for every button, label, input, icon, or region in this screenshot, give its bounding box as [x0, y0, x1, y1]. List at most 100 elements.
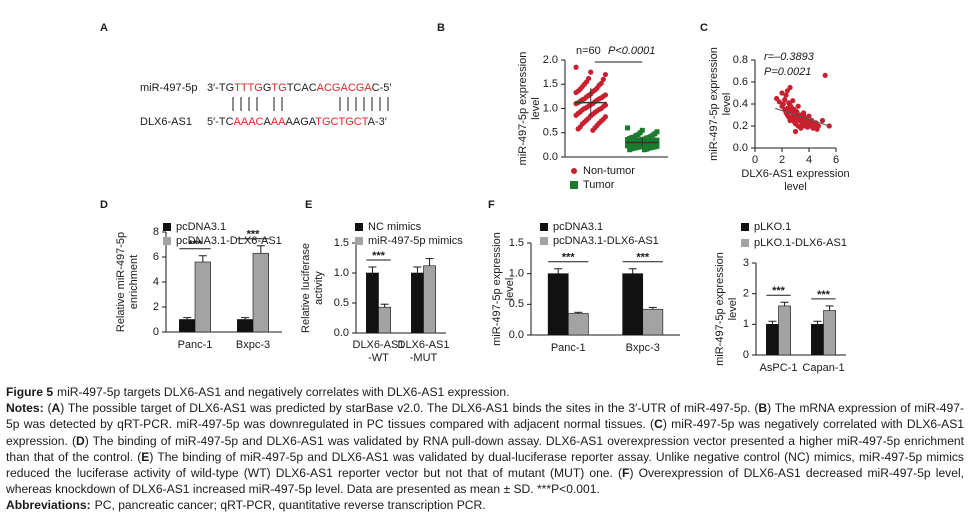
figure-label: Figure 5	[6, 385, 54, 399]
sequence-label: miR-497-5p	[140, 82, 197, 94]
data-point	[573, 101, 579, 107]
y-tick-label: 6	[153, 251, 159, 263]
note-run: Notes:	[6, 401, 44, 416]
y-axis-label: activity	[313, 271, 325, 305]
data-point	[815, 123, 822, 129]
sequence-segment: A-3′	[368, 116, 387, 128]
data-point	[625, 125, 631, 131]
y-tick-label: 0.5	[543, 127, 558, 139]
data-point	[641, 147, 647, 153]
significance-label: ***	[247, 229, 261, 241]
y-axis-label: miR-497-5p expression	[714, 252, 726, 366]
bar	[179, 319, 196, 333]
data-point	[573, 64, 579, 70]
x-tick-label: 6	[833, 154, 839, 166]
legend-marker	[571, 168, 577, 174]
bar	[194, 261, 211, 333]
data-point	[782, 97, 788, 103]
data-point	[600, 76, 606, 82]
y-tick-label: 3	[743, 257, 749, 269]
x-tick-label: DLX6-AS1	[398, 339, 450, 351]
x-tick-label: AsPC-1	[760, 362, 798, 374]
legend-marker	[163, 237, 171, 245]
legend-marker	[540, 237, 548, 245]
sequence-segment: A	[263, 116, 271, 128]
bar	[567, 313, 589, 336]
significance-label: ***	[772, 285, 786, 297]
y-tick-label: 0.2	[733, 120, 748, 132]
legend-label: pcDNA3.1-DLX6-AS1	[176, 235, 282, 247]
note-run: B	[758, 401, 768, 416]
panel-letter: B	[437, 22, 445, 34]
y-tick-label: 0.0	[733, 142, 748, 154]
significance-label: ***	[372, 250, 386, 262]
panel-letter: E	[305, 199, 312, 211]
y-tick-label: 0	[743, 349, 749, 361]
data-point	[819, 117, 826, 124]
data-point	[625, 137, 631, 143]
data-point	[776, 99, 782, 105]
panel-letter: A	[100, 22, 108, 34]
caption-title-line: Figure 5 miR-497-5p targets DLX6-AS1 and …	[6, 384, 964, 400]
abbreviations: Abbreviations: PC, pancreatic cancer; qRT…	[6, 497, 964, 513]
y-tick-label: 8	[153, 226, 159, 238]
y-tick-label: 0	[153, 326, 159, 338]
sequence-segment: TG	[271, 82, 286, 94]
y-tick-label: 1	[743, 318, 749, 330]
note-run: F	[622, 466, 630, 481]
y-axis-label: level	[504, 278, 516, 301]
note-run: ) The possible target of DLX6-AS1 was pr…	[60, 401, 759, 416]
y-axis-label: miR-497-5p expression	[517, 52, 529, 166]
notes: Notes: (A) The possible target of DLX6-A…	[6, 400, 964, 497]
x-tick-label: 0	[752, 154, 758, 166]
sequence-segment: G	[263, 82, 272, 94]
significance-label: ***	[636, 252, 650, 264]
sequence: 5′-TCAAACAAAAAGATGCTGCTA-3′	[207, 116, 387, 128]
fit-line	[775, 107, 830, 127]
significance-label: ***	[189, 239, 203, 251]
legend-marker	[163, 223, 171, 231]
y-tick-label: 0.5	[509, 298, 524, 310]
x-tick-label: Panc-1	[178, 339, 213, 351]
note-run: ) miR-497-5p was negatively correlated w…	[6, 417, 964, 448]
data-point	[787, 84, 793, 91]
x-tick-label: Bxpc-3	[236, 339, 270, 351]
alignment-pairs	[232, 97, 389, 111]
sequence-segment: AAGA	[286, 116, 317, 128]
note-run: (	[43, 401, 52, 416]
bar	[622, 273, 644, 336]
legend-marker	[570, 181, 578, 189]
data-point	[625, 143, 631, 149]
y-tick-label: 0.8	[733, 54, 748, 66]
annotation: n=60	[576, 45, 601, 57]
legend-label: Tumor	[583, 179, 615, 191]
data-point	[588, 69, 594, 75]
data-point	[779, 90, 785, 96]
sequence: 3′-TGTTTGGTGTCACACGACGAC-5′	[207, 82, 391, 94]
data-point	[806, 113, 812, 119]
y-axis-label: miR-497-5p expression	[491, 232, 503, 346]
note-run: E	[141, 449, 150, 464]
data-point	[795, 103, 801, 109]
y-tick-label: 1.5	[334, 237, 349, 249]
x-tick-label: Bxpc-3	[626, 342, 660, 354]
legend-marker	[355, 223, 363, 231]
x-tick-label: Capan-1	[802, 362, 844, 374]
x-tick-label: DLX6-AS1	[353, 339, 405, 351]
bar	[811, 324, 824, 356]
data-point	[780, 101, 786, 107]
data-point	[627, 147, 633, 153]
bar	[823, 310, 836, 356]
y-axis-label: level	[721, 93, 733, 116]
y-tick-label: 0.0	[509, 329, 524, 341]
y-tick-label: 4	[153, 276, 159, 288]
legend-label: pcDNA3.1	[553, 221, 603, 233]
note-run: ) Overexpression of DLX6-AS1 decreased m…	[6, 466, 964, 497]
bar	[411, 272, 424, 334]
x-axis-label: DLX6-AS1 expression	[741, 168, 849, 180]
panel-letter: F	[488, 199, 495, 211]
significance-label: ***	[817, 289, 831, 301]
legend-marker	[540, 223, 548, 231]
data-point	[790, 98, 796, 104]
